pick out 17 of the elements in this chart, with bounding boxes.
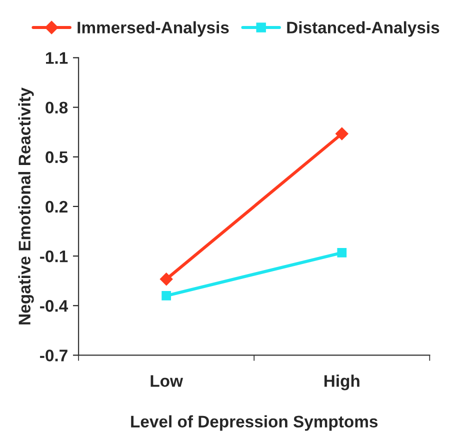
- point: [337, 248, 347, 258]
- y-axis-title: Negative Emotional Reactivity: [18, 88, 34, 324]
- x-tick-label: High: [324, 374, 360, 390]
- point: [335, 127, 348, 140]
- y-tick-label: 1.1: [46, 52, 68, 64]
- point: [160, 272, 173, 286]
- y-tick-label: 0.8: [46, 102, 68, 114]
- y-tick-label: 0.2: [46, 200, 68, 213]
- y-tick-label: -0.7: [40, 350, 68, 362]
- x-axis-title: Level of Depression Symptoms: [131, 415, 378, 431]
- y-tick-label: 0.5: [46, 151, 68, 164]
- legend-label: Distanced-Analysis: [287, 21, 440, 37]
- legend-label: Immersed-Analysis: [78, 21, 229, 37]
- y-tick-label: -0.4: [40, 300, 68, 312]
- y-tick-label: -0.1: [40, 250, 68, 262]
- point: [162, 291, 172, 300]
- x-tick-label: Low: [150, 375, 184, 387]
